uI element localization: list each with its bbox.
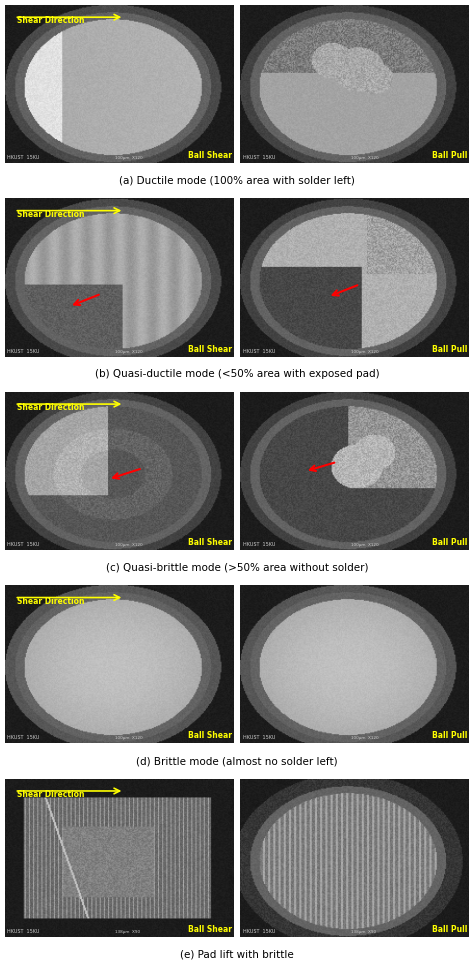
Text: HKUST  15KU: HKUST 15KU — [7, 736, 40, 741]
Text: Shear Direction: Shear Direction — [17, 597, 84, 606]
Text: 100μm  X120: 100μm X120 — [351, 737, 378, 741]
Text: Ball Shear: Ball Shear — [188, 151, 232, 160]
Text: 138μm  X90: 138μm X90 — [351, 930, 376, 934]
Text: Shear Direction: Shear Direction — [17, 404, 84, 412]
Text: Ball Pull: Ball Pull — [432, 732, 468, 741]
Text: 100μm  X120: 100μm X120 — [115, 543, 143, 547]
Text: Ball Shear: Ball Shear — [188, 732, 232, 741]
Text: Ball Pull: Ball Pull — [432, 151, 468, 160]
Text: HKUST  15KU: HKUST 15KU — [243, 542, 275, 547]
Text: Ball Shear: Ball Shear — [188, 538, 232, 547]
Text: 100μm  X120: 100μm X120 — [351, 350, 378, 354]
Text: (b) Quasi-ductile mode (<50% area with exposed pad): (b) Quasi-ductile mode (<50% area with e… — [95, 369, 379, 379]
Text: 100μm  X120: 100μm X120 — [115, 350, 143, 354]
Text: Ball Shear: Ball Shear — [188, 345, 232, 354]
Text: HKUST  15KU: HKUST 15KU — [7, 349, 40, 354]
Text: (e) Pad lift with brittle: (e) Pad lift with brittle — [180, 950, 294, 959]
Text: HKUST  15KU: HKUST 15KU — [7, 155, 40, 160]
Text: (a) Ductile mode (100% area with solder left): (a) Ductile mode (100% area with solder … — [119, 176, 355, 186]
Text: HKUST  15KU: HKUST 15KU — [7, 929, 40, 934]
Text: HKUST  15KU: HKUST 15KU — [7, 542, 40, 547]
Text: 138μm  X90: 138μm X90 — [115, 930, 140, 934]
Text: Ball Pull: Ball Pull — [432, 345, 468, 354]
Text: Shear Direction: Shear Direction — [17, 210, 84, 219]
Text: HKUST  15KU: HKUST 15KU — [243, 349, 275, 354]
Text: HKUST  15KU: HKUST 15KU — [243, 736, 275, 741]
Text: Ball Shear: Ball Shear — [188, 925, 232, 934]
Text: 100μm  X120: 100μm X120 — [351, 156, 378, 160]
Text: 100μm  X120: 100μm X120 — [351, 543, 378, 547]
Text: HKUST  15KU: HKUST 15KU — [243, 929, 275, 934]
Text: (c) Quasi-brittle mode (>50% area without solder): (c) Quasi-brittle mode (>50% area withou… — [106, 563, 368, 573]
Text: 100μm  X120: 100μm X120 — [115, 737, 143, 741]
Text: Ball Pull: Ball Pull — [432, 538, 468, 547]
Text: Shear Direction: Shear Direction — [17, 17, 84, 25]
Text: (d) Brittle mode (almost no solder left): (d) Brittle mode (almost no solder left) — [136, 756, 338, 766]
Text: HKUST  15KU: HKUST 15KU — [243, 155, 275, 160]
Text: Ball Pull: Ball Pull — [432, 925, 468, 934]
Text: 100μm  X120: 100μm X120 — [115, 156, 143, 160]
Text: Shear Direction: Shear Direction — [17, 790, 84, 799]
